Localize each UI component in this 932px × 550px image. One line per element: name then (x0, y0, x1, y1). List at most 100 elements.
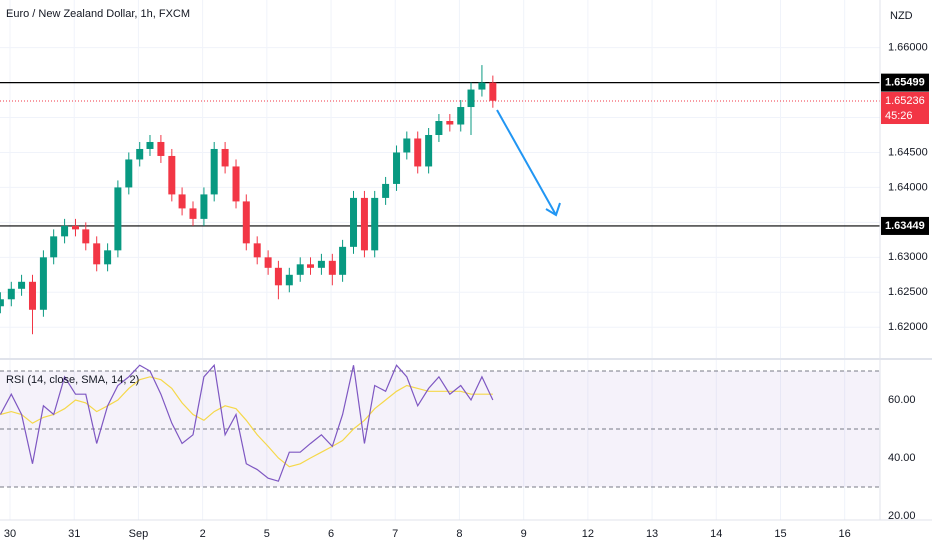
x-tick-label: Sep (129, 528, 149, 540)
candle-body (339, 246, 347, 275)
candle-body (478, 82, 486, 90)
countdown: 45:26 (885, 110, 913, 122)
candle-body (253, 243, 261, 258)
candle-body (489, 82, 497, 101)
candle (157, 134, 165, 163)
candle-body (93, 243, 101, 265)
x-tick-label: 9 (521, 528, 527, 540)
candle (350, 190, 358, 254)
candle-body (306, 264, 314, 268)
candle-body (82, 229, 90, 244)
candle-body (296, 264, 304, 275)
level-label-box (881, 73, 929, 92)
y-tick-label: 1.64000 (888, 181, 928, 193)
candle (221, 141, 229, 174)
candle (446, 114, 454, 132)
candle (61, 218, 69, 244)
candle-body (435, 121, 443, 135)
rsi-line (0, 363, 494, 482)
x-tick-label: 12 (582, 528, 594, 540)
candle-body (457, 107, 465, 125)
candle (168, 148, 176, 202)
candle-body (189, 208, 197, 219)
x-tick-label: 7 (392, 528, 398, 540)
candle-body (72, 225, 80, 230)
grid (0, 0, 880, 520)
candle-body (221, 148, 229, 167)
candle (39, 250, 47, 317)
y-tick-label: 1.62000 (888, 321, 928, 333)
candle-body (285, 274, 293, 286)
x-tick-label: 2 (200, 528, 206, 540)
candle-body (7, 288, 15, 300)
candle (467, 82, 475, 135)
level-label: 1.63449 (885, 220, 925, 232)
plot (0, 65, 880, 482)
candle (360, 190, 368, 258)
y-tick-label: 1.64500 (888, 146, 928, 158)
last-price-label: 1.65236 (885, 95, 925, 107)
candle-body (371, 197, 379, 251)
candle-body (393, 152, 401, 184)
candle-body (425, 134, 433, 167)
candle (0, 292, 4, 314)
chart-title: Euro / New Zealand Dollar, 1h, FXCM (6, 8, 190, 20)
x-tick-label: 31 (68, 528, 80, 540)
candle-body (28, 281, 36, 310)
candle (371, 190, 379, 258)
candle (72, 218, 80, 237)
candle-body (360, 197, 368, 251)
rsi-title: RSI (14, close, SMA, 14, 2) (6, 374, 139, 386)
candle (489, 75, 497, 108)
x-tick-label: 16 (839, 528, 851, 540)
candle (478, 65, 486, 97)
candle (125, 152, 133, 195)
candle-body (350, 197, 358, 247)
y-tick-label: 1.66000 (888, 42, 928, 54)
candle (306, 257, 314, 275)
candle (82, 222, 90, 251)
candle-body (50, 236, 58, 258)
candle (317, 253, 325, 275)
candle (393, 145, 401, 191)
candle (7, 281, 15, 307)
currency-label: NZD (890, 10, 913, 22)
candle (296, 257, 304, 282)
candle-body (39, 257, 47, 310)
candle (414, 131, 422, 174)
candle (104, 243, 112, 272)
x-tick-label: 30 (4, 528, 16, 540)
candle (200, 187, 208, 226)
candle-body (18, 281, 26, 289)
candle-body (446, 121, 454, 125)
x-tick-label: 15 (774, 528, 786, 540)
candle-body (232, 166, 240, 202)
candle-body (467, 89, 475, 108)
candle (274, 260, 282, 300)
last-price-box (881, 92, 929, 125)
x-tick-label: 14 (710, 528, 722, 540)
candle (210, 141, 218, 202)
candle-body (317, 260, 325, 268)
rsi-tick-label: 40.00 (888, 452, 916, 464)
candle (425, 128, 433, 174)
candle-body (403, 138, 411, 153)
candle-body (382, 183, 390, 198)
candle (328, 253, 336, 286)
candle (93, 236, 101, 272)
candle-body (104, 250, 112, 265)
x-tick-label: 6 (328, 528, 334, 540)
candle (403, 131, 411, 160)
candle (253, 236, 261, 265)
candle (264, 250, 272, 275)
candle-body (136, 148, 144, 160)
y-tick-label: 1.63000 (888, 251, 928, 263)
forecast-arrow (496, 109, 561, 217)
level-label-box (881, 216, 929, 235)
candle (114, 180, 122, 258)
candle (435, 114, 443, 142)
candle-body (328, 260, 336, 275)
candle-body (274, 267, 282, 286)
candle (457, 100, 465, 132)
